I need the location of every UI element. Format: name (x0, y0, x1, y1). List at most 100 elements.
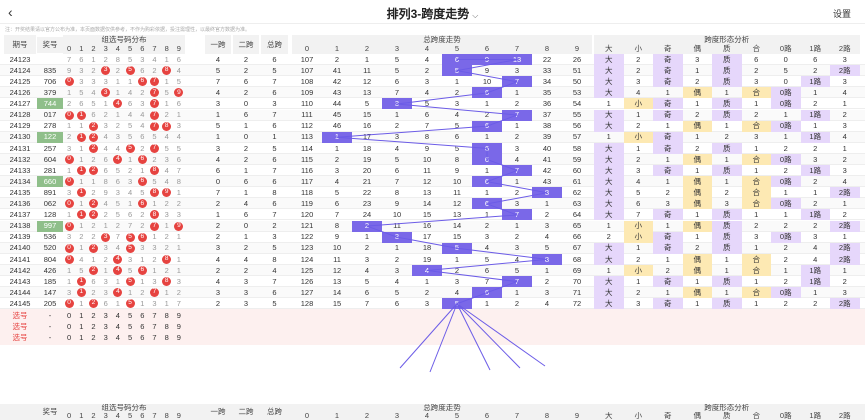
page-title[interactable]: 排列3-跨度走势 ⌵ (0, 5, 865, 22)
trend-cell: 7 (394, 176, 400, 186)
trend-cell: 33 (542, 65, 552, 75)
select-digit[interactable]: 6 (140, 311, 145, 321)
trend-cell: 128 (300, 298, 314, 308)
select-digit[interactable]: 5 (128, 311, 133, 321)
select-digit[interactable]: 8 (164, 322, 169, 332)
select-digit[interactable]: 0 (67, 322, 72, 332)
digit-cell: 1 (91, 176, 96, 186)
trend-cell: 1 (322, 131, 352, 143)
digit-cell: 4 (115, 243, 120, 253)
trend-cell: 7 (502, 109, 532, 121)
select-digit[interactable]: 2 (91, 322, 96, 332)
select-digit[interactable]: 0 (67, 311, 72, 321)
issue-cell: 24130 (9, 132, 31, 142)
select-digit[interactable]: 3 (103, 333, 108, 343)
digit-cell: 3 (103, 276, 108, 286)
select-digit[interactable]: 2 (91, 311, 96, 321)
form-cell: 3 (754, 132, 759, 142)
issue-cell: 24138 (9, 221, 31, 231)
trend-cell: 9 (454, 165, 460, 175)
select-row-label[interactable]: 选号 (12, 311, 28, 321)
select-digit[interactable]: 1 (79, 333, 84, 343)
select-digit[interactable]: 3 (103, 311, 108, 321)
trend-cell: 11 (363, 65, 371, 75)
digit-cell: 1 (103, 221, 108, 231)
form-cell: 4 (813, 243, 818, 253)
select-digit[interactable]: 1 (79, 311, 84, 321)
select-digit[interactable]: 7 (152, 333, 157, 343)
form-cell: 大 (594, 253, 624, 265)
form-cell: 质 (712, 54, 742, 66)
select-digit[interactable]: 0 (67, 333, 72, 343)
trend-cell: 124 (300, 254, 314, 264)
trend-cell: 20 (362, 165, 372, 175)
back-icon[interactable]: ‹ (8, 4, 13, 20)
select-digit[interactable]: 9 (176, 322, 181, 332)
form-cell: 1 (665, 88, 670, 98)
digit-ball: 7 (149, 121, 159, 131)
select-digit[interactable]: 9 (176, 311, 181, 321)
trend-cell: 3 (364, 254, 370, 264)
select-digit[interactable]: 6 (140, 322, 145, 332)
digit-cell: 2 (67, 132, 72, 142)
select-digit[interactable]: 4 (115, 322, 120, 332)
form-cell: 大 (594, 142, 624, 154)
zongkua-cell: 6 (272, 287, 277, 297)
select-digit[interactable]: 8 (164, 333, 169, 343)
trend-cell: 1 (514, 287, 520, 297)
erkua-cell: 2 (243, 265, 249, 275)
digit-cell: 4 (103, 143, 108, 153)
digit-cell: 1 (140, 254, 145, 264)
form-cell: 1 (665, 221, 670, 231)
zongkua-cell: 2 (272, 221, 277, 231)
select-digit[interactable]: 9 (176, 333, 181, 343)
select-digit[interactable]: 7 (152, 311, 157, 321)
trend-cell: 2 (484, 110, 490, 120)
form-cell: 3 (636, 76, 641, 86)
erkua-cell: 3 (243, 287, 249, 297)
chevron-down-icon[interactable]: ⌵ (472, 11, 479, 20)
trend-cell: 2 (484, 221, 490, 231)
yikua-cell: 2 (215, 221, 221, 231)
select-digit[interactable]: 4 (115, 333, 120, 343)
select-digit[interactable]: 1 (79, 322, 84, 332)
erkua-cell: 6 (243, 76, 249, 86)
digit-cell: 4 (164, 176, 169, 186)
trend-cell: 12 (422, 176, 432, 186)
select-digit[interactable]: 6 (140, 333, 145, 343)
digit-cell: 9 (173, 221, 185, 232)
select-digit[interactable]: 2 (91, 333, 96, 343)
trend-cell: 6 (364, 287, 370, 297)
settings-button[interactable]: 设置 (832, 9, 851, 19)
form-cell: 2 (813, 199, 818, 209)
trend-cell: 8 (454, 154, 460, 164)
select-digit[interactable]: 3 (103, 322, 108, 332)
trend-col-header: 6 (472, 44, 502, 54)
select-digit[interactable]: 7 (152, 322, 157, 332)
select-row-label[interactable]: 选号 (12, 322, 28, 332)
digit-cell: 8 (161, 65, 173, 76)
digit-cell: 6 (136, 76, 148, 87)
issue-header[interactable]: 期号 (4, 37, 36, 53)
form-cell: 1路 (800, 165, 830, 177)
digit-cell: 1 (152, 232, 157, 242)
form-cell: 1 (665, 287, 670, 297)
form-cell: 1 (636, 243, 641, 253)
erkua-cell: 0 (243, 132, 249, 142)
digit-cell: 2 (164, 232, 169, 242)
yikua-cell: 2 (215, 232, 221, 242)
select-digit[interactable]: 5 (128, 322, 133, 332)
select-digit[interactable]: 4 (115, 311, 120, 321)
issue-cell: 24142 (9, 265, 31, 275)
form-cell: 3 (813, 232, 818, 242)
form-cell: 1路 (800, 131, 830, 143)
select-digit[interactable]: 5 (128, 333, 133, 343)
select-row-label[interactable]: 选号 (12, 333, 28, 343)
form-cell: 偶 (682, 153, 712, 165)
select-digit[interactable]: 8 (164, 311, 169, 321)
digit-ball: 5 (125, 299, 135, 309)
erkua-cell: 4 (243, 199, 249, 209)
erkua-cell: 2 (243, 143, 249, 153)
trend-cell: 42 (542, 165, 552, 175)
zongkua-cell: 1 (272, 132, 277, 142)
